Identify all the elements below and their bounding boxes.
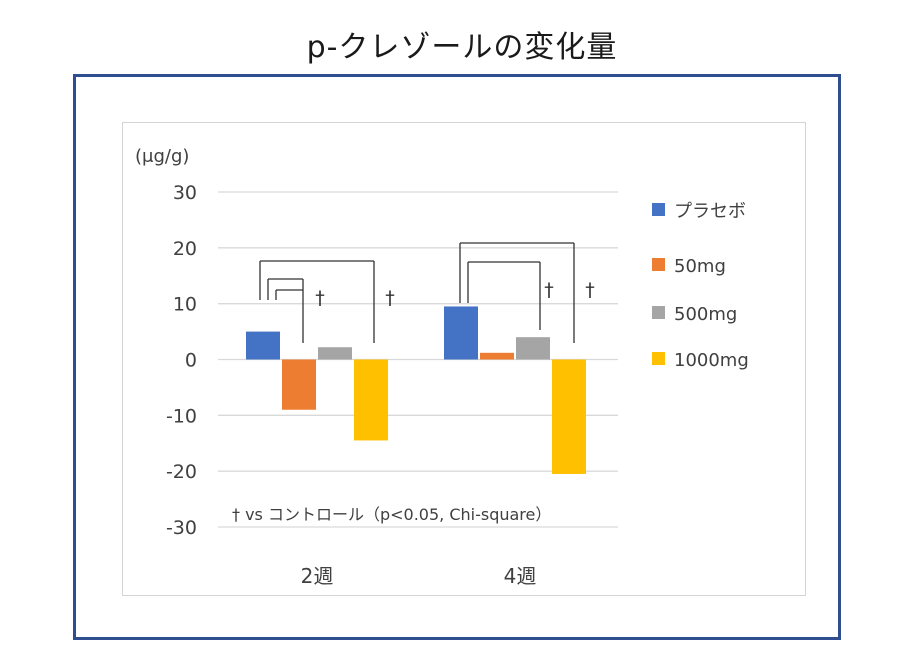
significance-dagger: †: [315, 287, 325, 309]
chart-area: [122, 122, 806, 596]
bar-2週-50mg: [282, 359, 316, 410]
x-category-label: 2週: [301, 564, 334, 588]
y-tick-label: 20: [173, 238, 197, 260]
legend-label: 1000mg: [674, 350, 749, 371]
legend: プラセボ 50mg 500mg 1000mg: [652, 201, 749, 371]
legend-swatch: [652, 352, 665, 365]
bars: [246, 306, 586, 474]
bar-2週-500mg: [318, 347, 352, 360]
legend-swatch: [652, 258, 665, 271]
bar-2週-プラセボ: [246, 331, 280, 360]
significance-dagger: †: [585, 279, 595, 301]
bar-4週-500mg: [516, 337, 550, 360]
y-tick-label: 30: [173, 182, 197, 204]
bar-4週-1000mg: [552, 359, 586, 474]
significance-dagger: †: [544, 279, 554, 301]
y-tick-label: -20: [166, 461, 197, 483]
y-axis-unit-label: (μg/g): [135, 146, 189, 167]
y-tick-label: -30: [166, 517, 197, 539]
bar-4週-プラセボ: [444, 306, 478, 360]
page-title: p-クレゾールの変化量: [306, 30, 618, 65]
legend-swatch: [652, 306, 665, 319]
y-axis-ticks: 30 20 10 0 -10 -20 -30: [166, 182, 197, 539]
significance-brackets: † † † †: [259, 242, 595, 343]
significance-note: † vs コントロール（p<0.05, Chi-square）: [232, 505, 551, 524]
legend-swatch: [652, 203, 665, 216]
legend-label: 500mg: [674, 304, 737, 325]
legend-label: 50mg: [674, 256, 726, 277]
bar-2週-1000mg: [354, 359, 388, 441]
x-axis-categories: 2週 4週: [301, 564, 537, 588]
y-tick-label: 10: [173, 294, 197, 316]
x-category-label: 4週: [504, 564, 537, 588]
significance-dagger: †: [385, 287, 395, 309]
slide-frame: [73, 74, 841, 640]
bar-4週-50mg: [480, 352, 514, 360]
legend-label: プラセボ: [674, 201, 746, 222]
y-tick-label: -10: [166, 405, 197, 427]
y-tick-label: 0: [185, 350, 197, 372]
